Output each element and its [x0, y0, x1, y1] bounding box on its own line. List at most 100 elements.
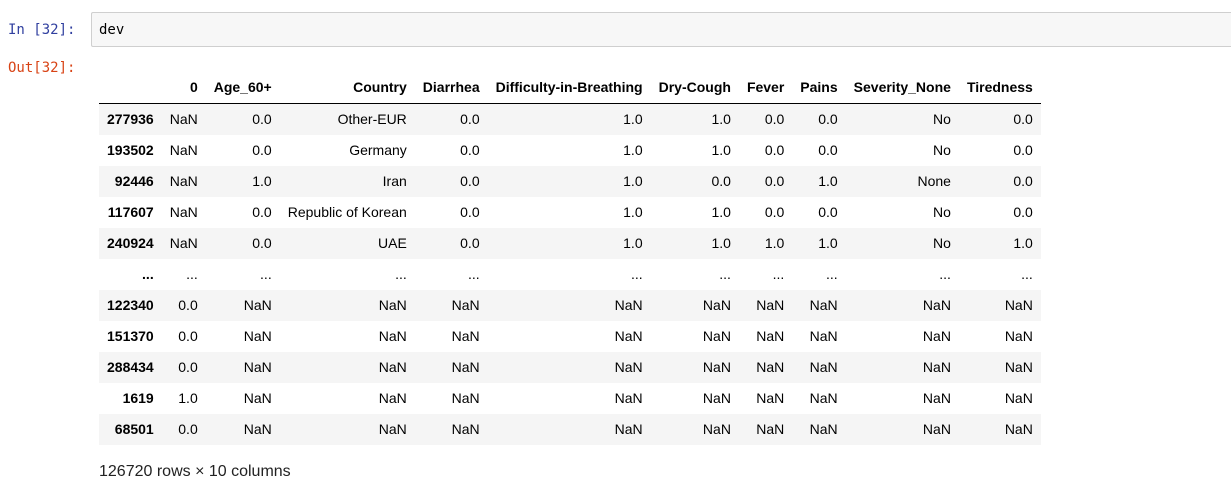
- column-header: Fever: [738, 72, 793, 104]
- table-cell: 0.0: [1013, 111, 1033, 127]
- row-index: 288434: [107, 359, 154, 375]
- table-cell: 0.0: [252, 204, 272, 220]
- table-cell: Iran: [382, 173, 407, 189]
- table-cell: NaN: [243, 390, 272, 406]
- table-cell: NaN: [243, 328, 272, 344]
- column-header: Country: [279, 72, 415, 104]
- row-index: 193502: [107, 142, 154, 158]
- code-text[interactable]: dev: [99, 22, 125, 38]
- table-cell: 0.0: [460, 111, 480, 127]
- table-cell: NaN: [809, 359, 838, 375]
- table-cell: ...: [260, 266, 272, 282]
- table-cell: NaN: [614, 328, 643, 344]
- table-cell: 0.0: [711, 173, 731, 189]
- table-cell: No: [933, 111, 951, 127]
- table-cell: NaN: [922, 359, 951, 375]
- table-cell: NaN: [922, 328, 951, 344]
- table-cell: NaN: [702, 421, 731, 437]
- table-header-row: 0 Age_60+ Country Diarrhea Difficulty-in-Bre…: [99, 72, 1041, 104]
- table-cell: 1.0: [623, 142, 643, 158]
- table-body: 277936 NaN 0.0 Other-EUR 0.0 1.0 1.0 0.0 0.0 No 0.…: [99, 103, 1041, 445]
- table-cell: 1.0: [1013, 235, 1033, 251]
- row-index: 68501: [114, 421, 154, 437]
- table-cell: NaN: [1004, 328, 1033, 344]
- row-index: 151370: [107, 328, 154, 344]
- table-cell: 1.0: [711, 235, 731, 251]
- table-cell: NaN: [378, 297, 407, 313]
- table-cell: NaN: [378, 421, 407, 437]
- table-cell: NaN: [809, 421, 838, 437]
- table-cell: NaN: [243, 421, 272, 437]
- table-cell: No: [933, 235, 951, 251]
- row-index: 92446: [114, 173, 154, 189]
- column-header: Pains: [792, 72, 846, 104]
- table-cell: NaN: [169, 204, 198, 220]
- table-cell: 0.0: [818, 142, 838, 158]
- table-cell: 1.0: [818, 235, 838, 251]
- table-cell: 0.0: [764, 204, 785, 220]
- column-header: Diarrhea: [414, 72, 488, 104]
- table-cell: 1.0: [764, 235, 785, 251]
- dataframe-output: 0 Age_60+ Country Diarrhea Difficulty-in-Bre…: [99, 72, 1041, 445]
- table-cell: 1.0: [178, 390, 198, 406]
- table-cell: 0.0: [1013, 142, 1033, 158]
- table-row: 151370 0.0 NaN NaN NaN NaN NaN NaN NaN NaN NaN: [99, 321, 1041, 352]
- table-cell: NaN: [922, 297, 951, 313]
- row-index: 1619: [122, 390, 154, 406]
- table-row: 68501 0.0 NaN NaN NaN NaN NaN NaN NaN NaN NaN: [99, 414, 1041, 445]
- table-cell: 0.0: [178, 297, 198, 313]
- table-row: 277936 NaN 0.0 Other-EUR 0.0 1.0 1.0 0.0 0.0 No 0.…: [99, 103, 1041, 135]
- table-cell: NaN: [756, 359, 785, 375]
- row-index: 240924: [107, 235, 154, 251]
- table-cell: NaN: [1004, 297, 1033, 313]
- table-cell: 1.0: [623, 173, 643, 189]
- ellipsis-row: .................................: [99, 259, 1041, 290]
- table-cell: NaN: [169, 173, 198, 189]
- table-cell: 1.0: [818, 173, 838, 189]
- row-index: ...: [142, 266, 154, 282]
- table-row: 193502 NaN 0.0 Germany 0.0 1.0 1.0 0.0 0.0 No 0.0: [99, 135, 1041, 166]
- table-cell: NaN: [1004, 359, 1033, 375]
- row-index: 117607: [107, 204, 154, 220]
- table-cell: UAE: [378, 235, 407, 251]
- table-cell: NaN: [378, 328, 407, 344]
- table-cell: 0.0: [252, 235, 272, 251]
- table-cell: NaN: [702, 328, 731, 344]
- table-cell: NaN: [809, 328, 838, 344]
- row-index: 122340: [107, 297, 154, 313]
- table-cell: NaN: [451, 390, 480, 406]
- table-cell: NaN: [614, 297, 643, 313]
- table-cell: NaN: [922, 421, 951, 437]
- table-cell: Germany: [349, 142, 407, 158]
- table-cell: NaN: [451, 297, 480, 313]
- table-cell: NaN: [1004, 390, 1033, 406]
- table-cell: 0.0: [252, 111, 272, 127]
- table-cell: 0.0: [460, 142, 480, 158]
- table-cell: 0.0: [178, 359, 198, 375]
- table-cell: 0.0: [764, 173, 785, 189]
- table-cell: No: [933, 204, 951, 220]
- table-cell: 0.0: [1013, 204, 1033, 220]
- table-cell: ...: [186, 266, 198, 282]
- table-cell: None: [917, 173, 951, 189]
- input-prompt: In [32]:: [8, 22, 76, 38]
- table-cell: 0.0: [818, 204, 838, 220]
- table-cell: 1.0: [711, 204, 731, 220]
- table-cell: Other-EUR: [337, 111, 407, 127]
- column-header: Age_60+: [205, 72, 280, 104]
- code-input-area[interactable]: dev: [91, 12, 1231, 47]
- table-cell: ...: [939, 266, 951, 282]
- table-cell: 0.0: [764, 142, 785, 158]
- table-cell: NaN: [756, 421, 785, 437]
- table-cell: ...: [395, 266, 407, 282]
- table-cell: 0.0: [460, 204, 480, 220]
- table-cell: 1.0: [623, 235, 643, 251]
- column-header: Severity_None: [845, 72, 959, 104]
- table-cell: ...: [772, 266, 785, 282]
- table-cell: ...: [630, 266, 643, 282]
- table-row: 240924 NaN 0.0 UAE 0.0 1.0 1.0 1.0 1.0 No 1.0: [99, 228, 1041, 259]
- table-cell: 0.0: [1013, 173, 1033, 189]
- table-cell: NaN: [756, 390, 785, 406]
- row-index: 277936: [107, 111, 154, 127]
- table-cell: 0.0: [178, 328, 198, 344]
